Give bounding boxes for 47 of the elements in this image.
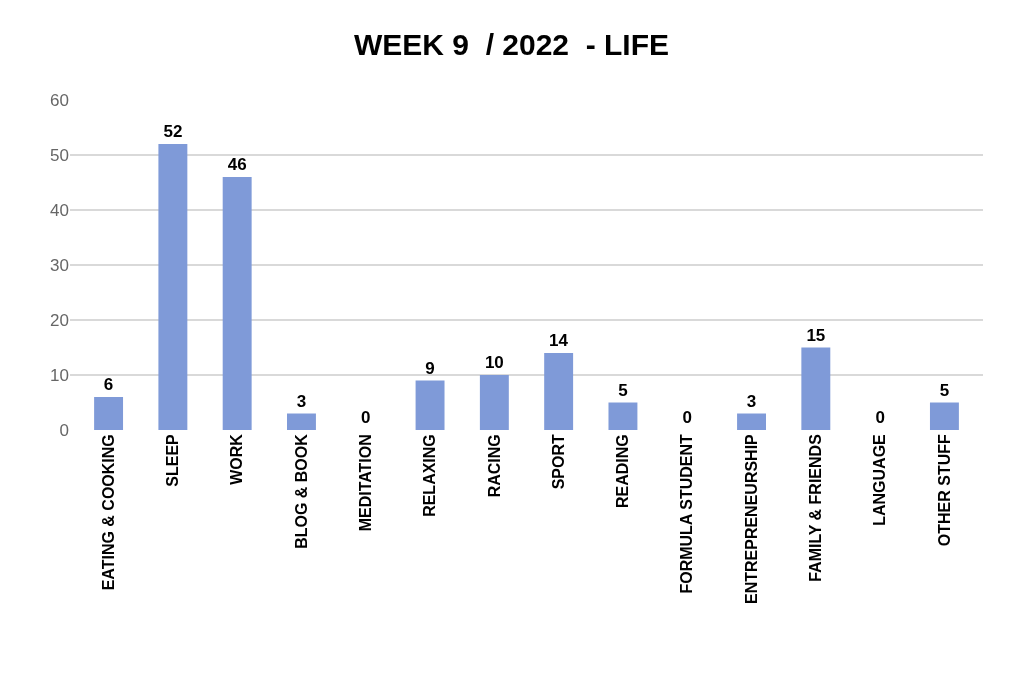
bar bbox=[737, 413, 766, 430]
y-tick-label: 50 bbox=[50, 145, 69, 165]
bar bbox=[158, 144, 188, 430]
bar bbox=[608, 402, 638, 430]
x-tick-label: RELAXING bbox=[421, 434, 439, 517]
y-tick-label: 10 bbox=[50, 365, 69, 385]
bar bbox=[544, 353, 574, 430]
y-tick-label: 0 bbox=[59, 420, 69, 440]
data-label: 3 bbox=[746, 391, 757, 411]
x-tick-label: READING bbox=[614, 434, 632, 508]
data-label: 5 bbox=[939, 380, 950, 400]
bar bbox=[801, 347, 831, 430]
data-label: 14 bbox=[548, 331, 569, 350]
x-tick-label: WORK bbox=[228, 433, 246, 485]
x-tick-label: SLEEP bbox=[164, 433, 182, 487]
x-tick-label: BLOG & BOOK bbox=[292, 433, 310, 549]
x-tick-label: FORMULA STUDENT bbox=[678, 433, 696, 594]
data-label: 3 bbox=[296, 391, 307, 411]
y-tick-label: 30 bbox=[50, 255, 69, 275]
x-tick-label: EATING & COOKING bbox=[99, 434, 117, 591]
y-tick-label: 60 bbox=[50, 90, 69, 110]
y-tick-label: 40 bbox=[50, 200, 69, 220]
x-tick-label: MEDITATION bbox=[356, 434, 374, 532]
data-label: 0 bbox=[361, 408, 371, 427]
x-tick-label: FAMILY & FRIENDS bbox=[807, 433, 825, 582]
bar bbox=[287, 413, 316, 430]
x-tick-label: RACING bbox=[485, 434, 503, 498]
bar bbox=[415, 380, 445, 430]
bar bbox=[222, 177, 252, 430]
data-label: 9 bbox=[425, 358, 435, 378]
x-tick-label: LANGUAGE bbox=[871, 433, 889, 526]
data-label: 5 bbox=[618, 380, 628, 400]
data-label: 46 bbox=[227, 155, 247, 174]
x-tick-label: ENTREPRENEURSHIP bbox=[742, 433, 760, 605]
bar bbox=[94, 397, 124, 430]
bar bbox=[479, 375, 509, 430]
y-tick-label: 20 bbox=[50, 310, 69, 330]
data-label: 10 bbox=[484, 353, 504, 372]
data-label: 0 bbox=[875, 408, 885, 427]
data-label: 52 bbox=[163, 122, 183, 141]
x-tick-label: SPORT bbox=[549, 433, 567, 490]
chart-title: WEEK 9 / 2022 - LIFE bbox=[353, 28, 670, 61]
x-tick-label: OTHER STUFF bbox=[935, 433, 953, 547]
data-label: 0 bbox=[682, 408, 692, 427]
data-label: 15 bbox=[806, 325, 826, 345]
data-label: 6 bbox=[103, 375, 114, 394]
bar bbox=[929, 402, 959, 430]
